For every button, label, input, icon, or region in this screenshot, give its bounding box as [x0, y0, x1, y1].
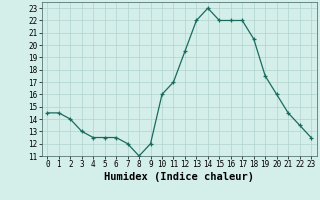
X-axis label: Humidex (Indice chaleur): Humidex (Indice chaleur) [104, 172, 254, 182]
